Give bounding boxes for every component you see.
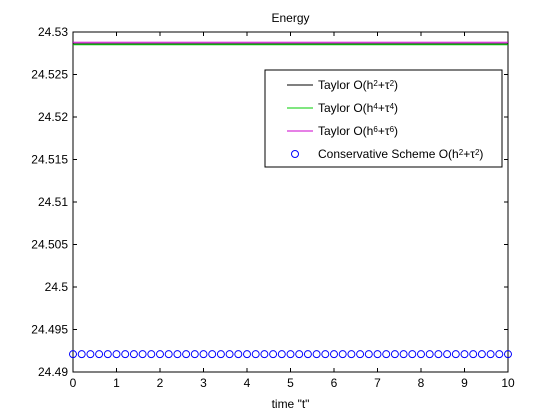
series-marker-point [234, 350, 243, 359]
series-marker-point [486, 350, 495, 359]
series-marker-point [417, 350, 425, 359]
y-tick-label: 24.53 [38, 25, 68, 39]
series-marker-point [399, 350, 408, 359]
y-tick-label: 24.5 [45, 280, 69, 294]
series-marker-point [286, 350, 295, 359]
y-tick-label: 24.52 [38, 110, 68, 124]
series-marker-point [321, 350, 330, 359]
series-marker-point [460, 350, 469, 359]
series-marker-point [95, 350, 104, 359]
series-marker-point [469, 350, 478, 359]
series-marker-point [182, 350, 191, 359]
legend-entry-label: Taylor O(h2+τ2) [318, 78, 398, 92]
ticks-layer: 0 1 2 3 4 5 6 7 8 9 10 24.49 24.495 24.5 24.505 24.51 24… [31, 25, 515, 390]
series-marker-point [269, 350, 278, 359]
series-marker-point [86, 350, 95, 359]
series-marker-point [156, 350, 164, 359]
series-marker-point [147, 350, 156, 359]
legend-box [264, 69, 503, 168]
series-marker-point [199, 350, 208, 359]
y-tick-label: 24.525 [31, 68, 68, 82]
series-marker-point [208, 350, 217, 359]
series-marker-point [251, 350, 260, 359]
series-marker-point [443, 350, 452, 359]
x-axis-label: time "t" [272, 397, 310, 411]
x-tick-label: 6 [331, 376, 338, 390]
x-tick-label: 2 [157, 376, 164, 390]
series-marker-point [121, 350, 130, 359]
series-marker-point [164, 350, 173, 359]
series-marker-point [312, 350, 321, 359]
series-marker-point [77, 350, 86, 359]
x-tick-label: 8 [418, 376, 425, 390]
series-marker-point [408, 350, 417, 359]
series-marker-point [260, 350, 269, 359]
series-marker-point [382, 350, 391, 359]
series-marker-point [138, 350, 147, 359]
chart-title: Energy [271, 11, 309, 25]
legend-entry-label: Conservative Scheme O(h2+τ2) [318, 147, 483, 161]
series-marker-point [190, 350, 199, 359]
x-tick-label: 10 [501, 376, 515, 390]
series-marker-point [451, 350, 460, 359]
series-marker-point [295, 350, 304, 359]
series-marker-point [477, 350, 486, 359]
x-tick-label: 3 [200, 376, 207, 390]
series-marker-point [495, 350, 504, 359]
legend-entry-label: Taylor O(h6+τ6) [318, 124, 398, 138]
x-tick-label: 1 [113, 376, 120, 390]
y-tick-label: 24.515 [31, 153, 68, 167]
series-marker-point [243, 350, 251, 359]
series-marker-point [225, 350, 234, 359]
y-tick-label: 24.495 [31, 323, 68, 337]
series-marker-point [347, 350, 356, 359]
y-tick-label: 24.51 [38, 195, 68, 209]
legend-entry-label: Taylor O(h4+τ4) [318, 101, 398, 115]
series-marker-point [277, 350, 286, 359]
series-marker-point [330, 350, 338, 359]
series-marker-point [216, 350, 225, 359]
x-tick-label: 9 [461, 376, 468, 390]
series-layer [69, 41, 512, 359]
series-marker-point [434, 350, 443, 359]
series-marker-point [356, 350, 365, 359]
series-marker-point [173, 350, 182, 359]
series-marker-point [373, 350, 382, 359]
series-marker-point [425, 350, 434, 359]
legend: Taylor O(h2+τ2) Taylor O(h4+τ4) Taylor O(h… [264, 69, 503, 168]
series-marker-point [364, 350, 373, 359]
series-marker-point [338, 350, 347, 359]
x-tick-label: 5 [287, 376, 294, 390]
series-marker-point [112, 350, 121, 359]
series-marker-point [69, 350, 77, 359]
legend-marker-swatch [291, 150, 299, 158]
series-marker-point [103, 350, 112, 359]
x-tick-label: 0 [70, 376, 77, 390]
series-marker-point [504, 350, 512, 359]
series-marker-point [390, 350, 399, 359]
y-tick-label: 24.49 [38, 365, 68, 379]
series-marker-point [303, 350, 312, 359]
x-tick-label: 7 [374, 376, 381, 390]
x-tick-label: 4 [244, 376, 251, 390]
y-tick-label: 24.505 [31, 238, 68, 252]
series-marker-point [129, 350, 138, 359]
